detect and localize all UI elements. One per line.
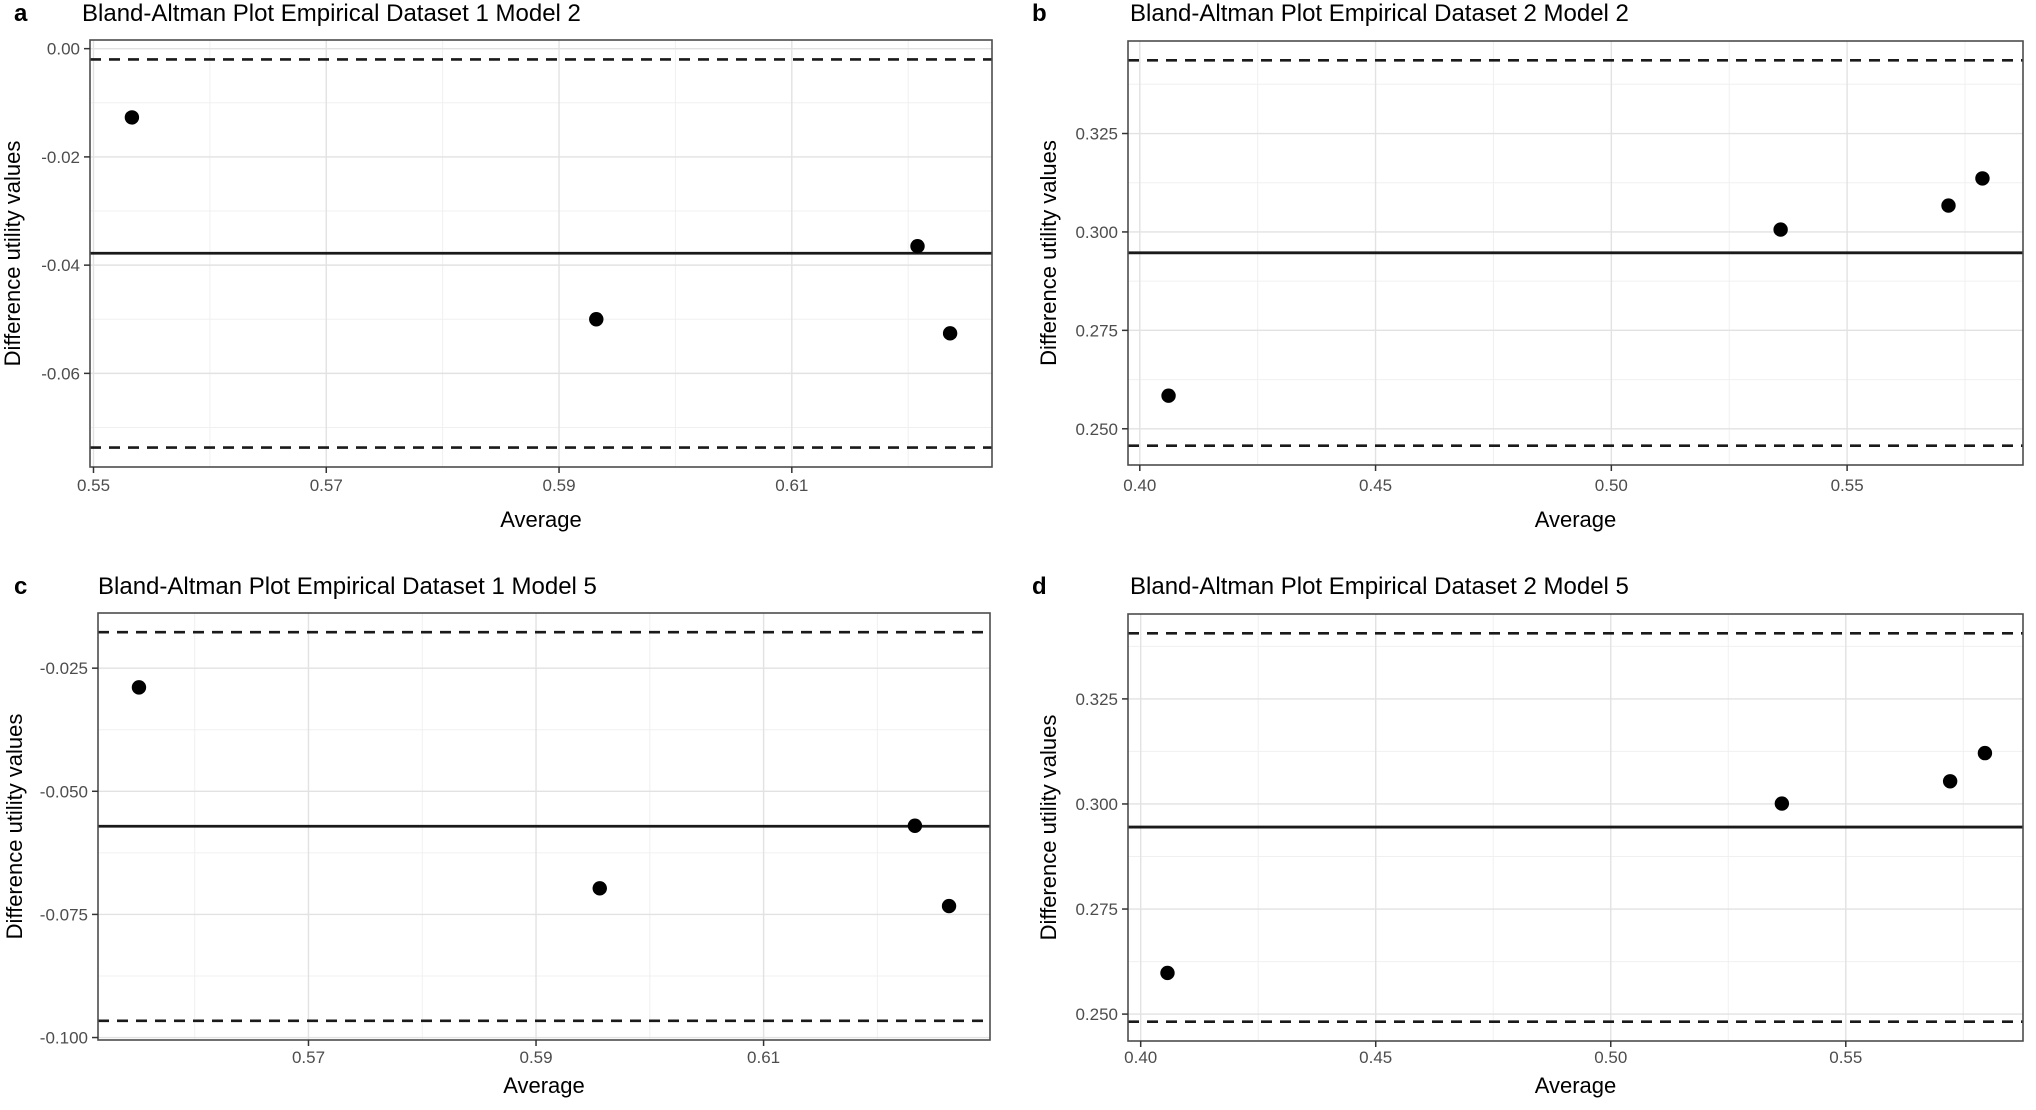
x-tick-label: 0.50 — [1595, 476, 1628, 495]
x-tick-label: 0.55 — [77, 476, 110, 495]
panel-label-d: d — [1032, 573, 1047, 600]
plot-title-a: Bland-Altman Plot Empirical Dataset 1 Mo… — [82, 0, 581, 27]
x-tick-label: 0.45 — [1359, 476, 1392, 495]
panel-a: a Bland-Altman Plot Empirical Dataset 1 … — [0, 0, 1018, 555]
data-point — [1773, 222, 1788, 237]
y-tick-label: 0.325 — [1075, 690, 1118, 709]
data-point — [1977, 745, 1993, 761]
data-point — [131, 680, 147, 695]
y-tick-label: 0.250 — [1075, 1005, 1118, 1024]
plot-canvas-d: 0.40 0.45 0.50 0.55 0.250 0.275 0.300 0.325 Aver… — [1036, 613, 2024, 1098]
x-axis-title: Average — [500, 507, 582, 532]
data-point — [1942, 774, 1958, 789]
data-point — [592, 881, 607, 896]
plot-title-d: Bland-Altman Plot Empirical Dataset 2 Mo… — [1130, 573, 1629, 600]
y-tick-label: 0.250 — [1075, 420, 1118, 439]
panel-label-b: b — [1032, 0, 1047, 27]
data-point — [1975, 171, 1990, 186]
y-tick-label: -0.025 — [40, 659, 88, 678]
y-axis-title: Difference utility values — [1036, 715, 1061, 941]
panel-border — [1127, 613, 2024, 1042]
data-point — [1774, 796, 1790, 811]
y-tick-label: 0.275 — [1075, 900, 1118, 919]
y-tick-label: -0.075 — [40, 905, 88, 924]
x-axis-title: Average — [503, 1073, 585, 1098]
x-tick-label: 0.40 — [1124, 1048, 1157, 1067]
panel-border — [89, 39, 993, 468]
plot-canvas-c: 0.57 0.59 0.61 -0.100 -0.075 -0.050 -0.025 Aver… — [2, 612, 991, 1098]
x-tick-label: 0.59 — [542, 476, 575, 495]
x-axis-title: Average — [1535, 1073, 1617, 1098]
y-tick-label: -0.06 — [41, 364, 80, 383]
y-tick-label: 0.00 — [47, 40, 80, 59]
x-tick-label: 0.57 — [292, 1048, 325, 1067]
y-tick-label: -0.100 — [40, 1029, 88, 1048]
x-tick-label: 0.40 — [1123, 476, 1156, 495]
y-tick-label: 0.300 — [1075, 795, 1118, 814]
x-tick-label: 0.45 — [1359, 1048, 1392, 1067]
data-point — [1941, 198, 1956, 213]
y-tick-label: 0.325 — [1075, 125, 1118, 144]
y-tick-label: 0.300 — [1075, 223, 1118, 242]
data-point — [589, 312, 604, 327]
x-tick-label: 0.57 — [310, 476, 343, 495]
x-tick-label: 0.50 — [1594, 1048, 1627, 1067]
data-point — [907, 818, 923, 833]
x-tick-label: 0.55 — [1831, 476, 1864, 495]
y-axis-title: Difference utility values — [2, 714, 27, 940]
x-tick-label: 0.61 — [775, 476, 808, 495]
panel-label-c: c — [14, 573, 28, 600]
x-tick-label: 0.59 — [519, 1048, 552, 1067]
panel-border — [1127, 40, 2024, 466]
y-tick-label: 0.275 — [1075, 321, 1118, 340]
x-tick-label: 0.55 — [1829, 1048, 1862, 1067]
plot-title-b: Bland-Altman Plot Empirical Dataset 2 Mo… — [1130, 0, 1629, 27]
panel-border — [97, 612, 991, 1041]
plot-title-c: Bland-Altman Plot Empirical Dataset 1 Mo… — [98, 573, 597, 600]
data-point — [1161, 388, 1176, 403]
data-point — [941, 898, 957, 914]
data-point — [1160, 965, 1175, 981]
panel-c: c Bland-Altman Plot Empirical Dataset 1 … — [0, 555, 1018, 1110]
y-axis-title: Difference utility values — [0, 141, 25, 367]
panel-d: d Bland-Altman Plot Empirical Dataset 2 … — [1018, 555, 2036, 1110]
data-point — [910, 238, 925, 254]
y-tick-label: -0.02 — [41, 148, 80, 167]
data-point — [124, 110, 140, 125]
y-tick-label: -0.050 — [40, 782, 88, 801]
x-tick-label: 0.61 — [747, 1048, 780, 1067]
panel-b: b Bland-Altman Plot Empirical Dataset 2 … — [1018, 0, 2036, 555]
plot-canvas-a: 0.55 0.57 0.59 0.61 -0.06 -0.04 -0.02 0.00 Avera… — [0, 39, 993, 532]
y-tick-label: -0.04 — [41, 256, 80, 275]
x-axis-title: Average — [1535, 507, 1617, 532]
y-axis-title: Difference utility values — [1036, 140, 1061, 366]
data-point — [942, 326, 958, 341]
panel-label-a: a — [14, 0, 28, 27]
plot-canvas-b: 0.40 0.45 0.50 0.55 0.250 0.275 0.300 0.325 Aver… — [1036, 40, 2024, 532]
